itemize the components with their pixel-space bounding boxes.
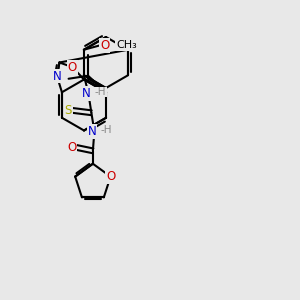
Text: N: N <box>52 70 62 83</box>
Text: O: O <box>100 39 110 52</box>
Text: -H: -H <box>95 87 106 97</box>
Text: CH₃: CH₃ <box>116 40 137 50</box>
Text: O: O <box>67 141 76 154</box>
Text: O: O <box>68 61 77 74</box>
Text: O: O <box>106 170 115 183</box>
Text: N: N <box>88 125 96 138</box>
Text: -H: -H <box>101 125 112 135</box>
Text: S: S <box>64 104 72 117</box>
Text: N: N <box>82 87 90 100</box>
